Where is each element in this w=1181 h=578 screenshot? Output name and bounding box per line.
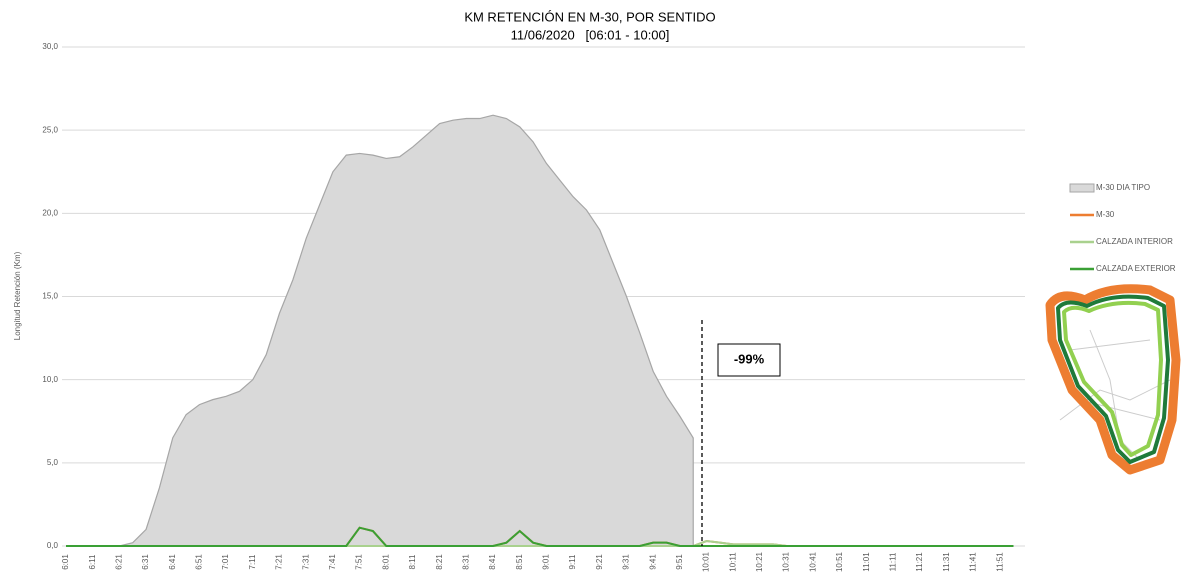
- x-tick-label: 8:11: [408, 554, 417, 570]
- x-tick-label: 11:51: [995, 552, 1004, 572]
- x-tick-label: 8:51: [515, 554, 524, 570]
- x-tick-label: 9:41: [648, 554, 657, 570]
- x-tick-label: 8:31: [461, 554, 470, 570]
- x-tick-label: 8:41: [488, 554, 497, 570]
- plot-area: 0,0 5,0 10,0 15,0 20,0 25,0 30,0 6:01 6:11 6:21 6:…: [42, 42, 1025, 572]
- legend-label: CALZADA EXTERIOR: [1096, 264, 1176, 273]
- x-tick-label: 7:11: [248, 554, 257, 570]
- x-tick-label: 7:51: [355, 554, 364, 570]
- x-tick-label: 6:01: [61, 554, 70, 570]
- y-axis-label: Longitud Retención (Km): [13, 251, 22, 340]
- x-tick-label: 6:31: [141, 554, 150, 570]
- x-tick-label: 7:31: [301, 554, 310, 570]
- legend-label: CALZADA INTERIOR: [1096, 237, 1173, 246]
- x-tick-label: 10:11: [728, 552, 737, 572]
- y-tick-label: 30,0: [42, 42, 58, 51]
- x-tick-label: 8:21: [435, 554, 444, 570]
- y-tick-label: 5,0: [47, 458, 59, 467]
- x-tick-label: 10:01: [702, 551, 711, 572]
- x-tick-label: 7:01: [221, 554, 230, 570]
- x-tick-label: 7:21: [275, 554, 284, 570]
- x-tick-label: 6:21: [114, 554, 123, 570]
- annotation-box: [717, 343, 781, 377]
- line: [66, 526, 1014, 547]
- y-tick-label: 25,0: [42, 125, 58, 134]
- x-tick-label: 9:21: [595, 554, 604, 570]
- x-tick-label: 10:51: [835, 551, 844, 572]
- y-tick-label: 0,0: [47, 541, 59, 550]
- chart-subtitle: 11/06/2020 [06:01 - 10:00]: [511, 27, 670, 42]
- legend-label: M-30 DIA TIPO: [1096, 183, 1150, 192]
- x-tick-label: 11:31: [942, 552, 951, 572]
- area: [66, 114, 694, 547]
- x-tick-label: 9:01: [542, 554, 551, 570]
- x-tick-label: 10:31: [782, 551, 791, 572]
- x-tick-label: 11:11: [888, 552, 897, 571]
- y-tick-label: 10,0: [42, 375, 58, 384]
- x-tick-label: 9:51: [675, 554, 684, 570]
- y-tick-label: 20,0: [42, 208, 58, 217]
- x-tick-label: 6:41: [168, 554, 177, 570]
- legend-label: M-30: [1096, 210, 1115, 219]
- x-tick-label: 7:41: [328, 554, 337, 570]
- x-tick-label: 11:01: [862, 552, 871, 572]
- map: [1045, 284, 1181, 475]
- x-tick-label: 6:51: [195, 554, 204, 570]
- x-tick-label: 10:21: [755, 551, 764, 572]
- annotation: -99%: [734, 351, 765, 366]
- x-tick-label: 6:11: [88, 554, 97, 570]
- chart-title: KM RETENCIÓN EN M-30, POR SENTIDO: [464, 9, 715, 24]
- x-tick-label: 9:31: [622, 554, 631, 570]
- x-tick-label: 11:21: [915, 552, 924, 572]
- y-tick-label: 15,0: [42, 292, 58, 301]
- legend-swatch: [1069, 183, 1095, 193]
- x-tick-label: 11:41: [969, 552, 978, 572]
- x-tick-label: 9:11: [568, 554, 577, 570]
- x-tick-label: 10:41: [808, 551, 817, 572]
- x-tick-label: 8:01: [381, 554, 390, 570]
